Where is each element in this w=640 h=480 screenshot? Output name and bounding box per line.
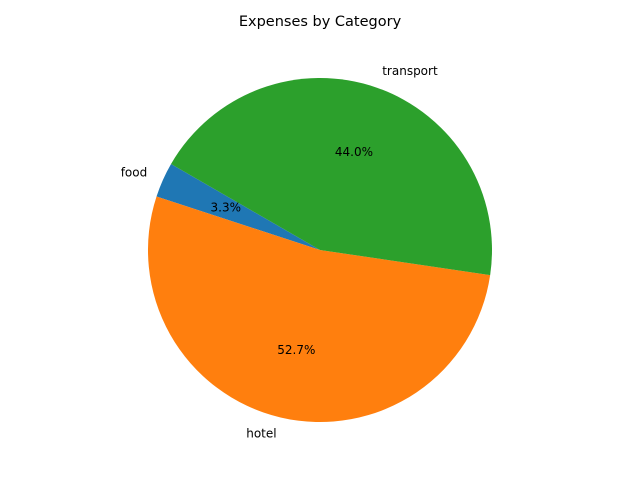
pie-slices [147, 78, 492, 423]
slice-label-hotel: hotel [246, 427, 276, 441]
pie-slice-hotel [147, 196, 491, 423]
pie-slice-transport [171, 78, 492, 276]
slice-percent-transport: 44.0% [335, 145, 373, 159]
slice-percent-food: 3.3% [211, 200, 242, 214]
pie-labels: food 3.3% hotel 52.7% transport 44.0% [121, 64, 438, 441]
pie-slice-food [156, 164, 320, 250]
chart-title: Expenses by Category [239, 14, 402, 30]
slice-label-transport: transport [382, 64, 438, 78]
slice-percent-hotel: 52.7% [277, 343, 315, 357]
slice-label-food: food [121, 165, 148, 179]
